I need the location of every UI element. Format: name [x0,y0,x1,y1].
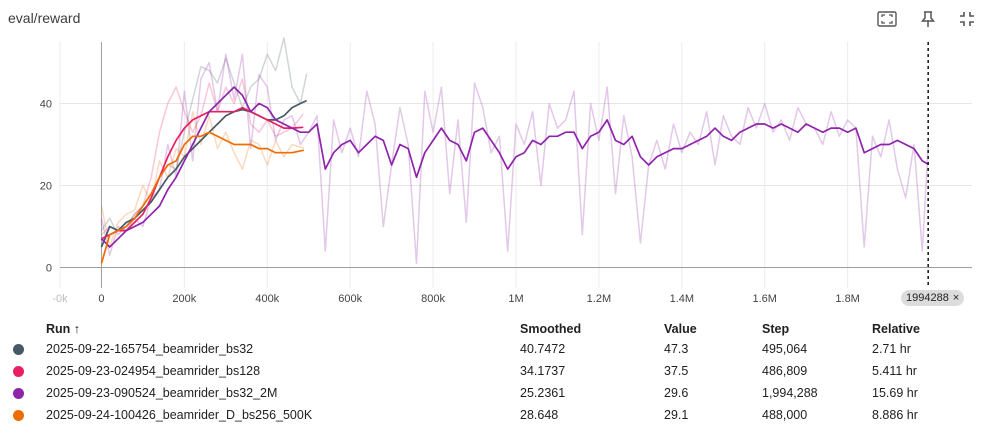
raw-series-line [100,37,308,236]
table-row[interactable]: 2025-09-23-090524_beamrider_bs32_2M 25.2… [8,382,972,404]
smoothed-column-header[interactable]: Smoothed [520,322,582,336]
table-row[interactable]: 2025-09-24-100426_beamrider_D_bs256_500K… [8,404,972,426]
relative-cell: 15.69 hr [872,386,918,400]
y-tick-label: 0 [46,263,52,275]
chart-axes [60,42,972,288]
y-tick-label: 20 [40,181,52,193]
raw-series-lines [100,37,929,265]
run-name: 2025-09-24-100426_beamrider_D_bs256_500K [46,408,313,422]
value-cell: 29.1 [664,408,689,422]
smoothed-value: 28.648 [520,408,559,422]
line-chart[interactable]: -0k 0 200k 400k 600k 800k 1M 1.2M 1.4M 1.6M 1.8M 0 2… [0,30,987,315]
fullscreen-button[interactable] [956,8,978,30]
value-cell: 47.3 [664,342,689,356]
relative-cell: 5.411 hr [872,364,917,378]
tick-labels: -0k 0 200k 400k 600k 800k 1M 1.2M 1.4M 1.6M 1.8M 0 2… [40,99,860,306]
close-icon[interactable]: × [952,292,960,304]
value-column-header[interactable]: Value [664,322,697,336]
table-header-row: Run ↑ Smoothed Value Step Relative [8,320,972,338]
run-name: 2025-09-22-165754_beamrider_bs32 [46,342,254,356]
smoothed-value: 25.2361 [520,386,566,400]
run-color-dot [13,344,24,356]
run-column-header[interactable]: Run ↑ [46,322,81,336]
fit-to-data-icon [877,11,897,27]
x-tick-label: 1.4M [670,293,694,305]
grid-lines [59,42,972,288]
x-tick-label: 400k [255,293,279,305]
value-cell: 29.6 [664,386,689,400]
run-color-dot [13,388,24,400]
smoothed-series-line [100,131,304,264]
x-tick-label: -0k [52,293,68,305]
relative-column-header[interactable]: Relative [872,322,920,336]
step-cell: 495,064 [762,342,808,356]
x-tick-label: 1M [508,293,523,305]
smoothed-value: 40.7472 [520,342,566,356]
smoothed-series-lines [100,86,929,264]
x-tick-label: 200k [172,293,196,305]
step-cursor-badge: 1994288 × [901,290,965,306]
raw-series-line [100,110,305,248]
run-name: 2025-09-23-024954_beamrider_bs128 [46,364,261,378]
run-color-dot [13,366,24,378]
runs-table: Run ↑ Smoothed Value Step Relative 2025-… [8,320,972,426]
run-name: 2025-09-23-090524_beamrider_bs32_2M [46,386,278,400]
fit-to-data-button[interactable] [876,8,898,30]
y-tick-label: 40 [40,99,52,111]
pin-button[interactable] [917,8,939,30]
smoothed-series-line [100,86,929,248]
step-cursor-label: 1994288 [906,292,949,304]
table-row[interactable]: 2025-09-22-165754_beamrider_bs32 40.7472… [8,338,972,360]
chart-title: eval/reward [8,10,81,26]
fullscreen-icon [960,12,974,26]
x-tick-label: 1.6M [752,293,776,305]
x-tick-label: 1.8M [835,293,859,305]
pin-icon [920,11,936,27]
step-column-header[interactable]: Step [762,322,790,336]
step-cell: 486,809 [762,364,808,378]
relative-cell: 2.71 hr [872,342,911,356]
x-tick-label: 0 [98,293,104,305]
color-column-header [8,320,46,338]
x-tick-label: 600k [338,293,362,305]
smoothed-series-line [101,106,304,240]
table-row[interactable]: 2025-09-23-024954_beamrider_bs128 34.173… [8,360,972,382]
step-cell: 488,000 [762,408,808,422]
x-tick-label: 1.2M [587,293,611,305]
step-cell: 1,994,288 [762,386,818,400]
x-tick-label: 800k [421,293,445,305]
relative-cell: 8.886 hr [872,408,918,422]
value-cell: 37.5 [664,364,689,378]
smoothed-value: 34.1737 [520,364,566,378]
run-color-dot [13,410,24,422]
